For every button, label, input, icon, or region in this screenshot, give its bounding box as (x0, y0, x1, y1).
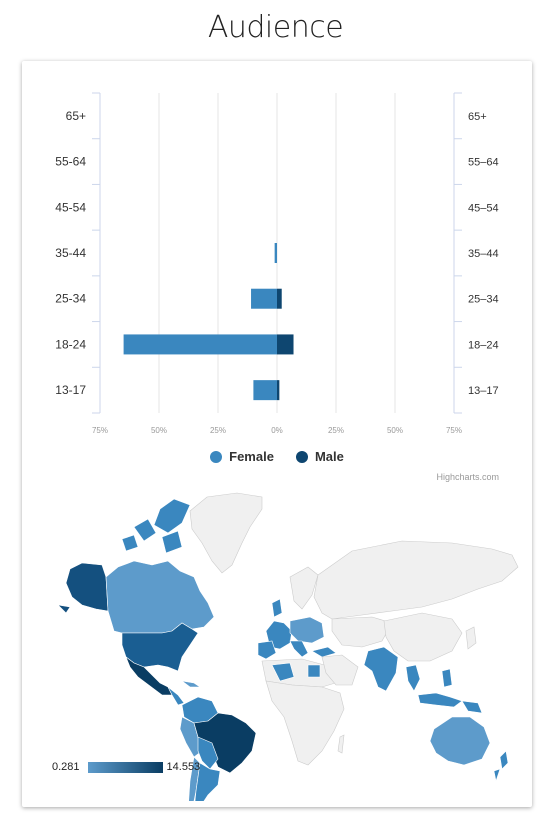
legend-item-female[interactable]: Female (210, 449, 274, 464)
color-axis-max: 14.553 (166, 761, 201, 773)
y-tick-label-right: 25–34 (468, 294, 499, 306)
y-tick-label-right: 65+ (468, 111, 487, 123)
page-title: Audience (207, 10, 344, 45)
color-axis-gradient (87, 761, 163, 773)
x-tick-label: 0% (271, 426, 283, 435)
male-legend-marker (295, 450, 308, 463)
world-choropleth-map[interactable] (22, 481, 532, 801)
map-region-canada[interactable] (105, 560, 215, 634)
map-region-canada-islands[interactable] (121, 498, 191, 554)
map-region-indonesia[interactable] (417, 668, 463, 708)
y-tick-label-left: 25-34 (55, 292, 86, 306)
y-tick-label-right: 55–64 (468, 157, 499, 169)
male-bar[interactable] (277, 334, 294, 355)
map-region-russia[interactable] (313, 540, 519, 620)
x-tick-label: 75% (446, 426, 462, 435)
map-region-africa[interactable] (265, 680, 345, 766)
y-tick-label-left: 65+ (66, 109, 86, 123)
y-tick-label-right: 35–44 (468, 248, 499, 260)
map-region-australia[interactable] (429, 716, 491, 766)
map-region-uk[interactable] (271, 598, 283, 618)
map-region-madagascar[interactable] (337, 734, 345, 754)
map-region-central-america[interactable] (167, 686, 185, 706)
male-bar[interactable] (277, 380, 280, 401)
x-tick-label: 75% (92, 426, 108, 435)
y-tick-label-right: 18–24 (468, 339, 499, 351)
map-region-new-zealand[interactable] (493, 750, 509, 783)
legend-item-male[interactable]: Male (295, 449, 344, 464)
x-tick-label: 50% (387, 426, 403, 435)
map-region-greenland[interactable] (189, 492, 263, 574)
map-region-southeast-asia[interactable] (405, 664, 421, 692)
y-tick-label-right: 45–54 (468, 202, 499, 214)
y-tick-label-left: 55-64 (55, 155, 86, 169)
female-bar[interactable] (251, 288, 277, 309)
highcharts-credits[interactable]: Highcharts.com (436, 472, 499, 482)
female-bar[interactable] (274, 243, 277, 263)
color-axis: 0.281 14.553 (52, 761, 200, 773)
chart-legend: Female Male (22, 449, 532, 464)
y-tick-label-right: 13–17 (468, 385, 499, 397)
legend-label-male: Male (314, 449, 344, 464)
x-tick-label: 25% (328, 426, 344, 435)
female-bar[interactable] (123, 334, 277, 355)
male-bar[interactable] (277, 288, 282, 309)
map-region-turkey[interactable] (311, 646, 337, 658)
legend-label-female: Female (229, 449, 274, 464)
y-tick-label-left: 18-24 (55, 337, 86, 351)
map-region-algeria[interactable] (271, 662, 295, 682)
y-tick-label-left: 35-44 (55, 246, 86, 260)
female-legend-marker (210, 450, 223, 463)
chart-card: 75% 50% 25% 0% 25% 50% 75% 65+ 65+ 55-64 55–64 45-5… (22, 61, 532, 807)
population-pyramid-chart: 75% 50% 25% 0% 25% 50% 75% 65+ 65+ 55-64 55–64 45-5… (55, 92, 499, 435)
x-tick-label: 25% (210, 426, 226, 435)
map-region-middle-east[interactable] (321, 654, 359, 686)
map-region-papua[interactable] (461, 700, 483, 714)
y-tick-label-left: 13-17 (55, 383, 86, 397)
map-region-iberia[interactable] (257, 640, 277, 660)
map-region-india[interactable] (363, 646, 399, 692)
female-bar[interactable] (253, 380, 277, 401)
map-region-italy-balkans[interactable] (289, 640, 309, 658)
map-region-eastern-europe[interactable] (289, 616, 325, 644)
map-region-argentina[interactable] (194, 762, 221, 801)
map-region-egypt[interactable] (307, 664, 321, 678)
map-region-japan[interactable] (465, 626, 477, 650)
x-tick-label: 50% (151, 426, 167, 435)
color-axis-min: 0.281 (52, 761, 80, 773)
map-region-alaska[interactable] (57, 562, 109, 614)
y-tick-label-left: 45-54 (55, 200, 86, 214)
map-region-caribbean[interactable] (181, 680, 201, 688)
map-region-scandinavia[interactable] (289, 566, 319, 610)
map-region-central-asia[interactable] (331, 616, 393, 648)
map-region-china[interactable] (383, 612, 463, 662)
